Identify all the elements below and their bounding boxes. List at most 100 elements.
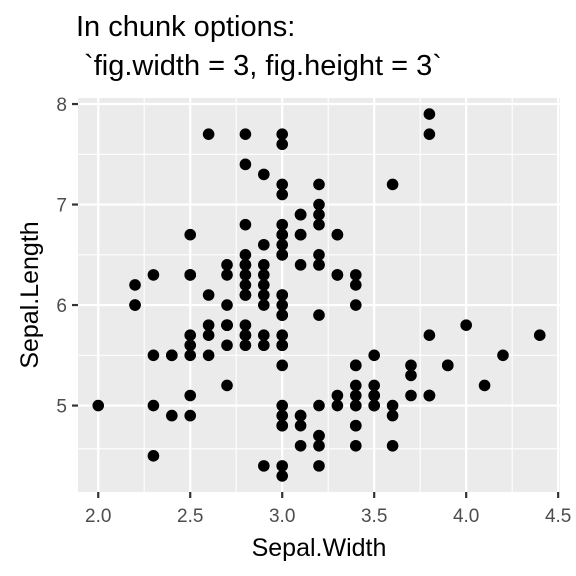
y-axis-ticks: 5 6 7 8 bbox=[56, 95, 78, 418]
data-point bbox=[331, 269, 344, 281]
data-point bbox=[294, 259, 307, 271]
data-point bbox=[221, 259, 233, 271]
data-point bbox=[313, 218, 325, 231]
data-point bbox=[258, 329, 270, 342]
data-point bbox=[441, 359, 454, 372]
data-point bbox=[258, 289, 270, 301]
data-point bbox=[129, 279, 141, 291]
data-point bbox=[202, 349, 215, 362]
data-point bbox=[276, 128, 289, 140]
data-point bbox=[221, 319, 233, 331]
data-point bbox=[478, 379, 491, 392]
x-tick-label: 2.5 bbox=[177, 506, 203, 527]
data-point bbox=[276, 138, 289, 151]
data-point bbox=[166, 409, 178, 422]
data-point bbox=[313, 208, 325, 221]
data-point bbox=[368, 389, 380, 402]
data-point bbox=[258, 259, 270, 271]
data-point bbox=[184, 269, 197, 281]
x-tick-label: 4.5 bbox=[545, 506, 571, 527]
data-point bbox=[276, 470, 289, 482]
data-point bbox=[368, 379, 380, 392]
x-tick-label: 4.0 bbox=[453, 506, 479, 527]
data-point bbox=[460, 319, 472, 331]
data-points bbox=[92, 108, 546, 482]
data-point bbox=[331, 228, 344, 241]
data-point bbox=[239, 289, 252, 301]
data-point bbox=[202, 289, 215, 301]
data-point bbox=[239, 218, 252, 231]
data-point bbox=[147, 399, 160, 412]
x-tick-label: 3.5 bbox=[361, 506, 387, 527]
data-point bbox=[276, 188, 289, 201]
data-point bbox=[92, 399, 105, 412]
data-point bbox=[129, 299, 141, 311]
data-point bbox=[184, 228, 197, 241]
data-point bbox=[368, 349, 380, 362]
data-point bbox=[202, 319, 215, 331]
data-point bbox=[258, 269, 270, 281]
data-point bbox=[313, 309, 325, 321]
data-point bbox=[276, 218, 289, 231]
data-point bbox=[294, 409, 307, 422]
data-point bbox=[276, 409, 289, 422]
data-point bbox=[276, 238, 289, 251]
data-point bbox=[423, 128, 436, 140]
data-point bbox=[239, 319, 252, 331]
data-point bbox=[294, 208, 307, 221]
data-point bbox=[184, 339, 197, 352]
y-tick-label: 8 bbox=[56, 95, 67, 116]
data-point bbox=[294, 439, 307, 452]
data-point bbox=[313, 429, 325, 442]
x-tick-label: 3.0 bbox=[269, 506, 295, 527]
data-point bbox=[276, 339, 289, 352]
data-point bbox=[497, 349, 509, 362]
data-point bbox=[313, 259, 325, 271]
data-point bbox=[386, 178, 399, 191]
data-point bbox=[258, 460, 270, 472]
data-point bbox=[386, 439, 399, 452]
data-point bbox=[258, 279, 270, 291]
data-point bbox=[239, 339, 252, 352]
data-point bbox=[423, 329, 436, 342]
data-point bbox=[221, 299, 233, 311]
data-point bbox=[405, 369, 417, 382]
data-point bbox=[276, 309, 289, 321]
chart-subtitle: `fig.width = 3, fig.height = 3` bbox=[76, 50, 442, 82]
y-tick-label: 6 bbox=[56, 296, 67, 317]
data-point bbox=[221, 269, 233, 281]
data-point bbox=[405, 359, 417, 372]
data-point bbox=[313, 198, 325, 211]
data-point bbox=[276, 359, 289, 372]
data-point bbox=[276, 460, 289, 472]
data-point bbox=[184, 329, 197, 342]
data-point bbox=[239, 158, 252, 171]
data-point bbox=[349, 269, 362, 281]
data-point bbox=[368, 399, 380, 412]
data-point bbox=[313, 460, 325, 472]
data-point bbox=[147, 269, 160, 281]
data-point bbox=[221, 339, 233, 352]
data-point bbox=[184, 349, 197, 362]
data-point bbox=[349, 279, 362, 291]
data-point bbox=[276, 289, 289, 301]
data-point bbox=[294, 228, 307, 241]
data-point bbox=[313, 178, 325, 191]
data-point bbox=[258, 299, 270, 311]
data-point bbox=[147, 349, 160, 362]
data-point bbox=[331, 399, 344, 412]
data-point bbox=[423, 389, 436, 402]
data-point bbox=[276, 178, 289, 191]
data-point bbox=[386, 409, 399, 422]
data-point bbox=[147, 450, 160, 462]
data-point bbox=[239, 269, 252, 281]
plot-panel bbox=[78, 98, 560, 492]
y-axis-title: Sepal.Length bbox=[16, 221, 44, 368]
data-point bbox=[258, 339, 270, 352]
data-point bbox=[386, 399, 399, 412]
data-point bbox=[349, 379, 362, 392]
data-point bbox=[166, 349, 178, 362]
data-point bbox=[349, 419, 362, 432]
data-point bbox=[276, 228, 289, 241]
